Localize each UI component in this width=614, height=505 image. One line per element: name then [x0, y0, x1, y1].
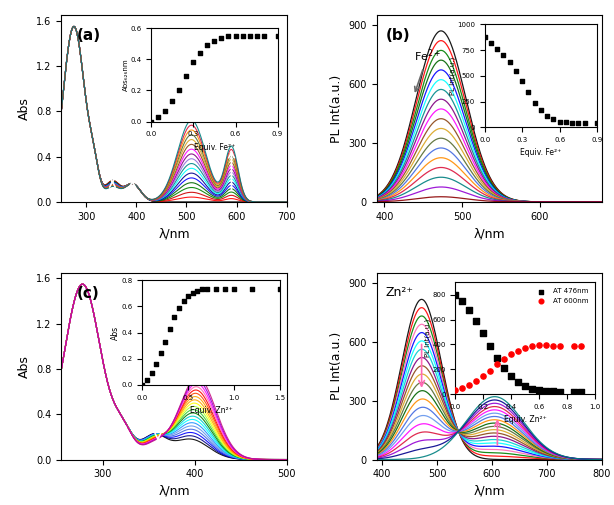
Text: (a): (a) [77, 28, 101, 43]
Text: (b): (b) [386, 28, 410, 43]
X-axis label: λ/nm: λ/nm [473, 227, 505, 240]
Y-axis label: Abs: Abs [18, 97, 31, 120]
Text: Fe$^{2+}$: Fe$^{2+}$ [414, 47, 441, 91]
Y-axis label: PL Int(a.u.): PL Int(a.u.) [330, 74, 343, 142]
X-axis label: λ/nm: λ/nm [473, 485, 505, 498]
Y-axis label: PL Int(a.u.): PL Int(a.u.) [330, 332, 343, 400]
X-axis label: λ/nm: λ/nm [158, 227, 190, 240]
Text: (c): (c) [77, 286, 100, 301]
Text: (d): (d) [471, 286, 495, 301]
X-axis label: λ/nm: λ/nm [158, 485, 190, 498]
Y-axis label: Abs: Abs [18, 355, 31, 378]
Text: Zn²⁺: Zn²⁺ [386, 286, 414, 299]
